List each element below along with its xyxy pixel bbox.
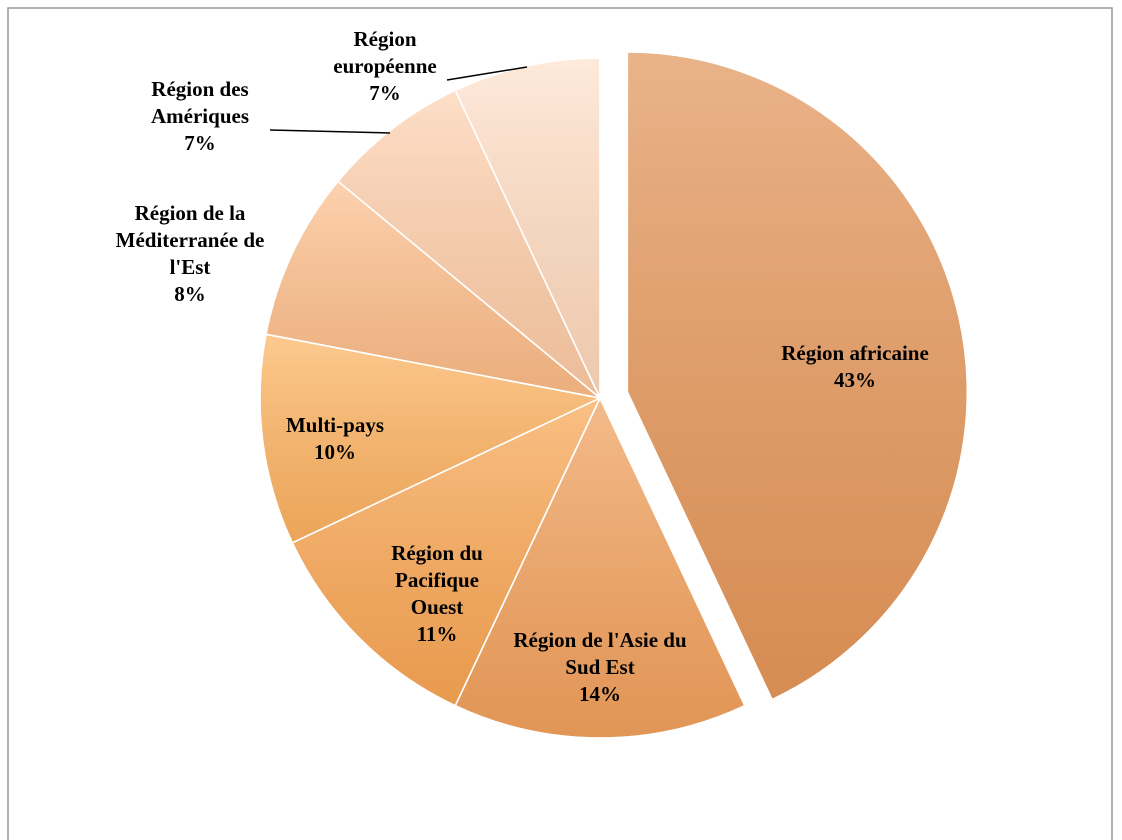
- frame: [7, 7, 1113, 840]
- slice-shade: [259, 333, 603, 544]
- category-label: Multi-pays: [285, 413, 384, 437]
- category-label: Région européenne: [333, 27, 437, 78]
- value-label: 8%: [174, 282, 206, 306]
- data-label: Multi-pays 10%: [255, 412, 415, 466]
- slice-shade: [454, 396, 746, 739]
- category-label: Région africaine: [781, 341, 929, 365]
- category-label: Région de la Méditerranée de l'Est: [115, 201, 265, 279]
- data-label: Région africaine 43%: [725, 340, 985, 394]
- value-label: 7%: [369, 81, 401, 105]
- pie: [259, 51, 969, 739]
- data-label: Région de l'Asie du Sud Est 14%: [495, 627, 705, 708]
- leader-line: [269, 129, 391, 134]
- slice-shade: [265, 180, 601, 399]
- data-label: Région européenne 7%: [315, 26, 455, 107]
- slice-shade: [626, 51, 969, 701]
- leader-line: [446, 66, 528, 81]
- category-label: Région de l'Asie du Sud Est: [513, 628, 687, 679]
- category-label: Région des Amériques: [151, 77, 249, 128]
- value-label: 43%: [834, 368, 876, 392]
- data-label: Région du Pacifique Ouest 11%: [367, 540, 507, 648]
- category-label: Région du Pacifique Ouest: [391, 541, 483, 619]
- data-label: Région des Amériques 7%: [125, 76, 275, 157]
- slice-shade: [336, 89, 601, 399]
- slice-shade: [291, 396, 602, 707]
- value-label: 11%: [416, 622, 458, 646]
- value-label: 10%: [314, 440, 356, 464]
- value-label: 7%: [184, 131, 216, 155]
- data-label: Région de la Méditerranée de l'Est 8%: [95, 200, 285, 308]
- value-label: 14%: [579, 682, 621, 706]
- slice-shade: [454, 57, 601, 399]
